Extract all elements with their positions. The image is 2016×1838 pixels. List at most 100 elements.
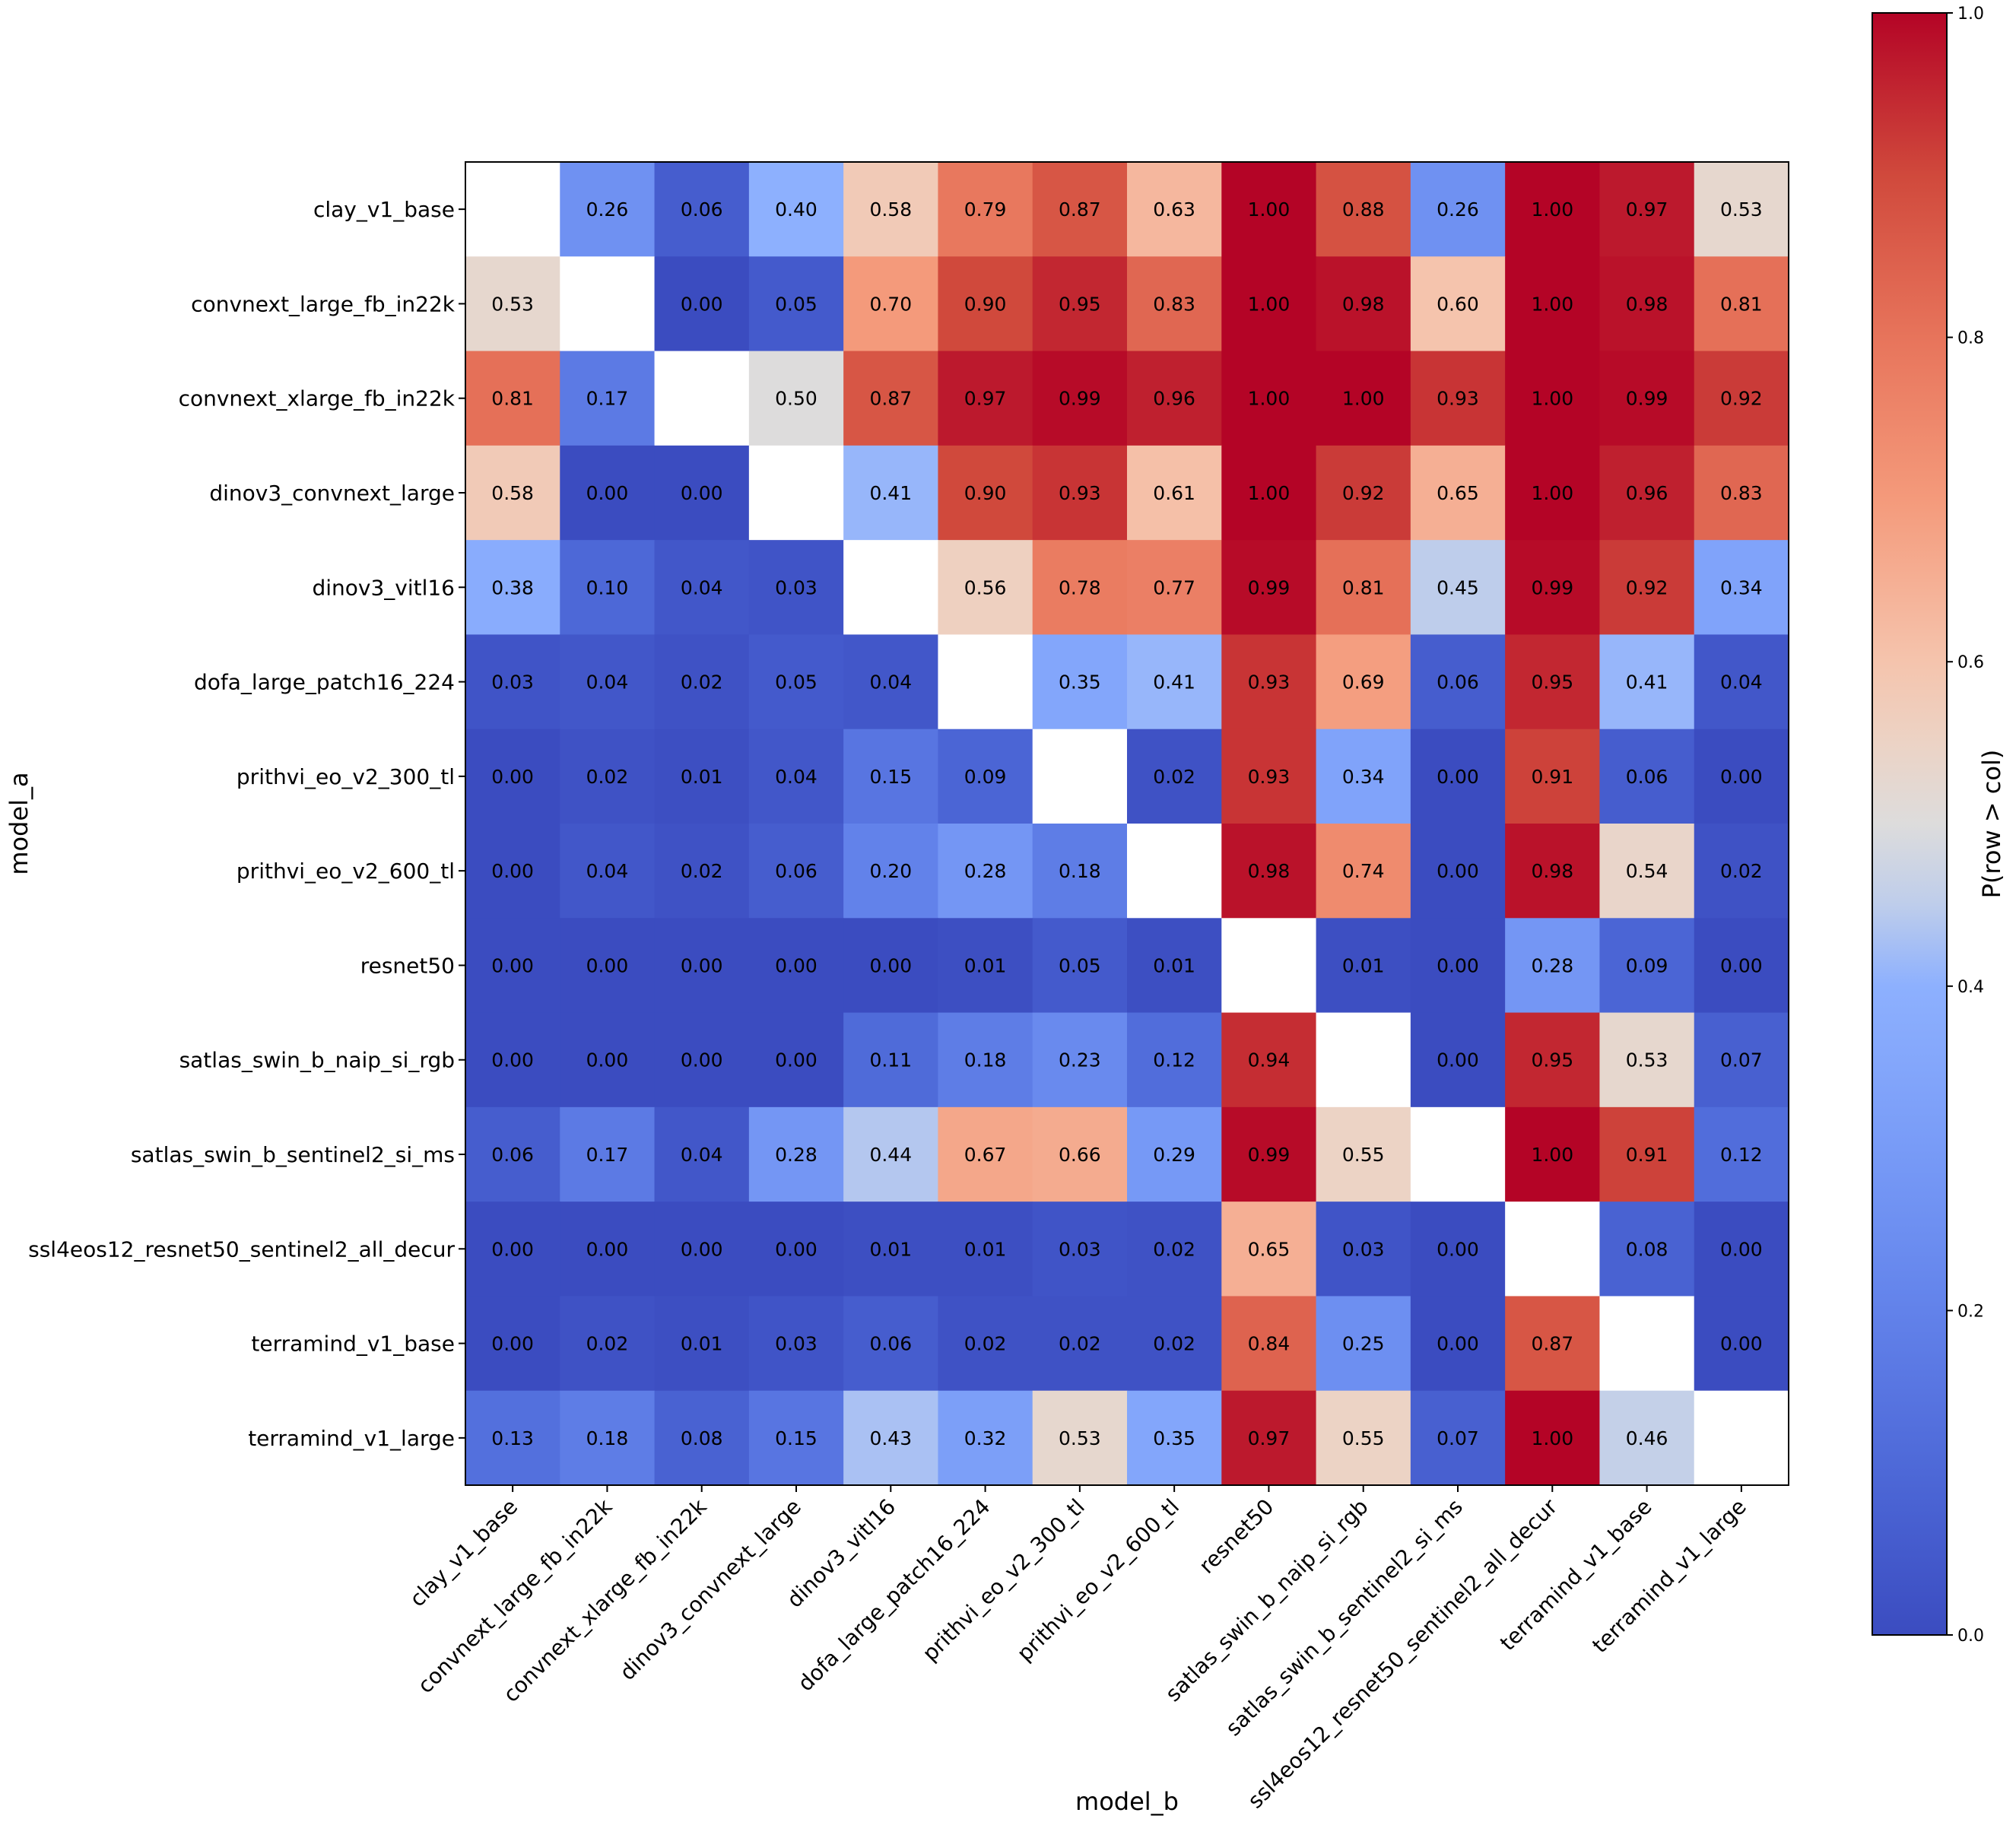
heatmap-cell	[748, 162, 844, 257]
heatmap-cell	[938, 1202, 1033, 1297]
heatmap-cell	[1599, 540, 1695, 636]
heatmap-cell	[465, 1012, 560, 1108]
cell-value-label: 0.17	[586, 1144, 629, 1166]
heatmap-cell	[1694, 1106, 1789, 1202]
cell-value-label: 0.18	[1059, 860, 1101, 882]
heatmap-cell	[1599, 1202, 1695, 1297]
heatmap-cell	[465, 824, 560, 919]
heatmap-cell	[1505, 1390, 1601, 1486]
column-tick-labels: clay_v1_baseconvnext_large_fb_in22kconvn…	[405, 1485, 1751, 1814]
cell-value-label: 0.44	[869, 1144, 912, 1166]
heatmap-cell	[654, 1012, 750, 1108]
heatmap-cell	[748, 1390, 844, 1486]
cell-value-label: 0.77	[1153, 576, 1195, 598]
cell-value-label: 0.00	[1720, 1333, 1763, 1355]
cell-value-label: 0.95	[1531, 1049, 1573, 1071]
cell-value-label: 0.01	[869, 1238, 912, 1260]
heatmap-cell	[1505, 1296, 1601, 1392]
heatmap-cell	[1127, 824, 1222, 919]
heatmap-cell	[1505, 445, 1601, 541]
cell-value-label: 0.97	[964, 388, 1007, 410]
row-tick-label: dinov3_convnext_large	[209, 481, 455, 506]
heatmap-cell	[1410, 540, 1506, 636]
heatmap-cell	[1410, 634, 1506, 730]
cell-value-label: 0.99	[1248, 1144, 1291, 1166]
heatmap-cell	[938, 351, 1033, 446]
heatmap-cell	[1221, 1202, 1317, 1297]
heatmap-cell	[1127, 351, 1222, 446]
heatmap-cell	[1127, 1390, 1222, 1486]
cell-value-label: 0.93	[1248, 671, 1291, 694]
heatmap-cell	[1316, 918, 1411, 1014]
cell-value-label: 0.06	[681, 198, 723, 221]
heatmap-cell	[938, 1390, 1033, 1486]
heatmap-cell	[748, 1296, 844, 1392]
cell-value-label: 0.92	[1720, 388, 1763, 410]
cell-value-label: 0.28	[1531, 954, 1573, 976]
cell-value-label: 0.02	[1153, 1238, 1195, 1260]
heatmap-cell	[843, 1202, 939, 1297]
heatmap-cell	[843, 1390, 939, 1486]
cell-value-label: 0.99	[1059, 388, 1101, 410]
cell-value-label: 0.12	[1153, 1049, 1195, 1071]
row-tick-label: ssl4eos12_resnet50_sentinel2_all_decur	[28, 1236, 455, 1262]
cell-value-label: 0.04	[775, 766, 818, 788]
cell-value-label: 0.43	[869, 1427, 912, 1449]
cell-value-label: 0.06	[869, 1333, 912, 1355]
cell-value-label: 0.87	[1059, 198, 1101, 221]
row-tick-label: convnext_xlarge_fb_in22k	[179, 386, 456, 411]
heatmap-cell	[843, 256, 939, 352]
heatmap-cell	[1032, 351, 1128, 446]
cell-value-label: 0.06	[775, 860, 818, 882]
heatmap-cell	[560, 1012, 656, 1108]
row-tick-label: clay_v1_base	[313, 197, 455, 222]
heatmap-cell	[654, 824, 750, 919]
cell-value-label: 1.00	[1342, 388, 1385, 410]
cell-value-label: 0.01	[681, 1333, 723, 1355]
cell-value-label: 0.00	[491, 1049, 534, 1071]
heatmap-cell	[1410, 445, 1506, 541]
cell-value-label: 0.34	[1342, 766, 1385, 788]
cell-value-label: 0.02	[1153, 766, 1195, 788]
heatmap-cell	[1694, 1012, 1789, 1108]
cell-value-label: 1.00	[1248, 198, 1291, 221]
cell-value-label: 0.53	[491, 293, 534, 315]
heatmap-cell	[654, 445, 750, 541]
column-tick-label: convnext_large_fb_in22k	[413, 1494, 617, 1698]
heatmap-cell	[1694, 729, 1789, 824]
column-tick-label: convnext_xlarge_fb_in22k	[498, 1494, 712, 1707]
cell-value-label: 0.00	[491, 1333, 534, 1355]
heatmap-cell	[1694, 540, 1789, 636]
cell-value-label: 0.00	[775, 1049, 818, 1071]
heatmap-cell	[1316, 729, 1411, 824]
cell-value-label: 0.38	[491, 576, 534, 598]
colorbar-tick-label: 1.0	[1957, 5, 1984, 24]
cell-value-label: 0.06	[1437, 671, 1479, 694]
heatmap-cell	[465, 729, 560, 824]
cell-value-label: 0.78	[1059, 576, 1101, 598]
cell-value-label: 0.02	[1153, 1333, 1195, 1355]
cell-value-label: 0.02	[1720, 860, 1763, 882]
cell-value-label: 0.92	[1626, 576, 1668, 598]
heatmap-cell	[1694, 256, 1789, 352]
heatmap-cell	[1032, 824, 1128, 919]
colorbar: 0.0 0.2 0.4 0.6 0.8 1.0 P(row > col)	[1872, 5, 2006, 1646]
cell-value-label: 0.88	[1342, 198, 1385, 221]
heatmap-cell	[1221, 824, 1317, 919]
heatmap-cell	[1032, 634, 1128, 730]
heatmap-cell	[654, 1390, 750, 1486]
heatmap-cell	[1694, 824, 1789, 919]
column-tick-label: prithvi_eo_v2_300_tl	[917, 1494, 1089, 1666]
heatmap-cell	[1694, 162, 1789, 257]
heatmap-cell	[1505, 729, 1601, 824]
heatmap-cell	[1221, 729, 1317, 824]
heatmap-cell	[1410, 918, 1506, 1014]
heatmap-cell	[1410, 256, 1506, 352]
cell-value-label: 0.91	[1531, 766, 1573, 788]
heatmap-cell	[654, 540, 750, 636]
heatmap-cell	[465, 918, 560, 1014]
heatmap-cell	[1505, 162, 1601, 257]
column-tick-label: resnet50	[1194, 1494, 1278, 1579]
cell-value-label: 0.90	[964, 293, 1007, 315]
column-tick-label: dofa_large_patch16_224	[793, 1494, 995, 1697]
